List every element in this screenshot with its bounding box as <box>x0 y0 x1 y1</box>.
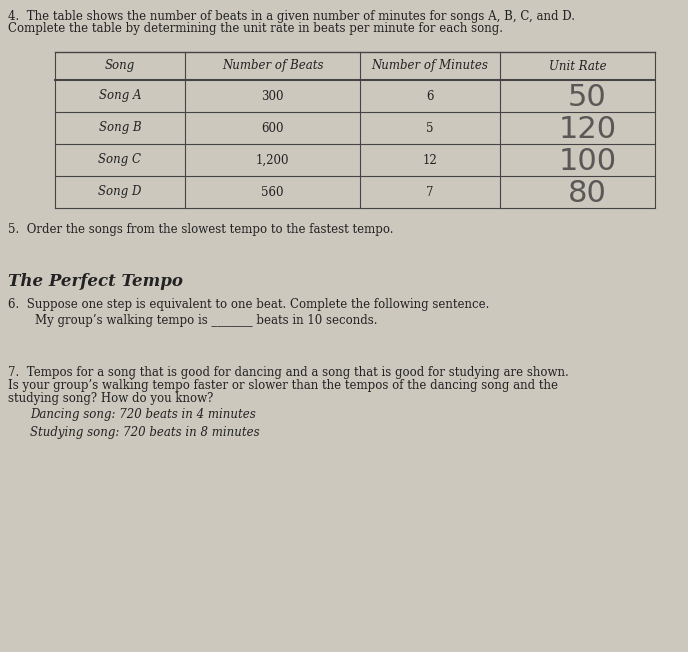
Text: Studying song: 720 beats in 8 minutes: Studying song: 720 beats in 8 minutes <box>30 426 259 439</box>
Text: Song D: Song D <box>98 186 142 198</box>
Text: The Perfect Tempo: The Perfect Tempo <box>8 273 183 290</box>
Text: 120: 120 <box>559 115 616 145</box>
Text: Unit Rate: Unit Rate <box>549 59 606 72</box>
Text: 7.  Tempos for a song that is good for dancing and a song that is good for study: 7. Tempos for a song that is good for da… <box>8 366 569 379</box>
Text: 80: 80 <box>568 179 607 209</box>
Text: Number of Minutes: Number of Minutes <box>372 59 488 72</box>
Text: 4.  The table shows the number of beats in a given number of minutes for songs A: 4. The table shows the number of beats i… <box>8 10 575 23</box>
Text: Song C: Song C <box>98 153 142 166</box>
Text: Song A: Song A <box>99 89 141 102</box>
Text: 600: 600 <box>261 121 283 134</box>
Text: 6: 6 <box>427 89 433 102</box>
Text: 12: 12 <box>422 153 438 166</box>
Text: Complete the table by determining the unit rate in beats per minute for each son: Complete the table by determining the un… <box>8 22 503 35</box>
Text: 100: 100 <box>559 147 616 177</box>
Text: 560: 560 <box>261 186 283 198</box>
Text: 1,200: 1,200 <box>256 153 289 166</box>
Text: Song B: Song B <box>98 121 141 134</box>
Text: My group’s walking tempo is _______ beats in 10 seconds.: My group’s walking tempo is _______ beat… <box>35 314 378 327</box>
Text: Is your group’s walking tempo faster or slower than the tempos of the dancing so: Is your group’s walking tempo faster or … <box>8 379 558 392</box>
Text: 6.  Suppose one step is equivalent to one beat. Complete the following sentence.: 6. Suppose one step is equivalent to one… <box>8 298 489 311</box>
Text: 50: 50 <box>568 83 607 113</box>
Text: Number of Beats: Number of Beats <box>222 59 323 72</box>
Text: 5.  Order the songs from the slowest tempo to the fastest tempo.: 5. Order the songs from the slowest temp… <box>8 223 394 236</box>
Text: Song: Song <box>105 59 135 72</box>
Text: Dancing song: 720 beats in 4 minutes: Dancing song: 720 beats in 4 minutes <box>30 408 256 421</box>
Text: 5: 5 <box>427 121 433 134</box>
Text: studying song? How do you know?: studying song? How do you know? <box>8 392 213 405</box>
Text: 300: 300 <box>261 89 283 102</box>
Text: 7: 7 <box>427 186 433 198</box>
